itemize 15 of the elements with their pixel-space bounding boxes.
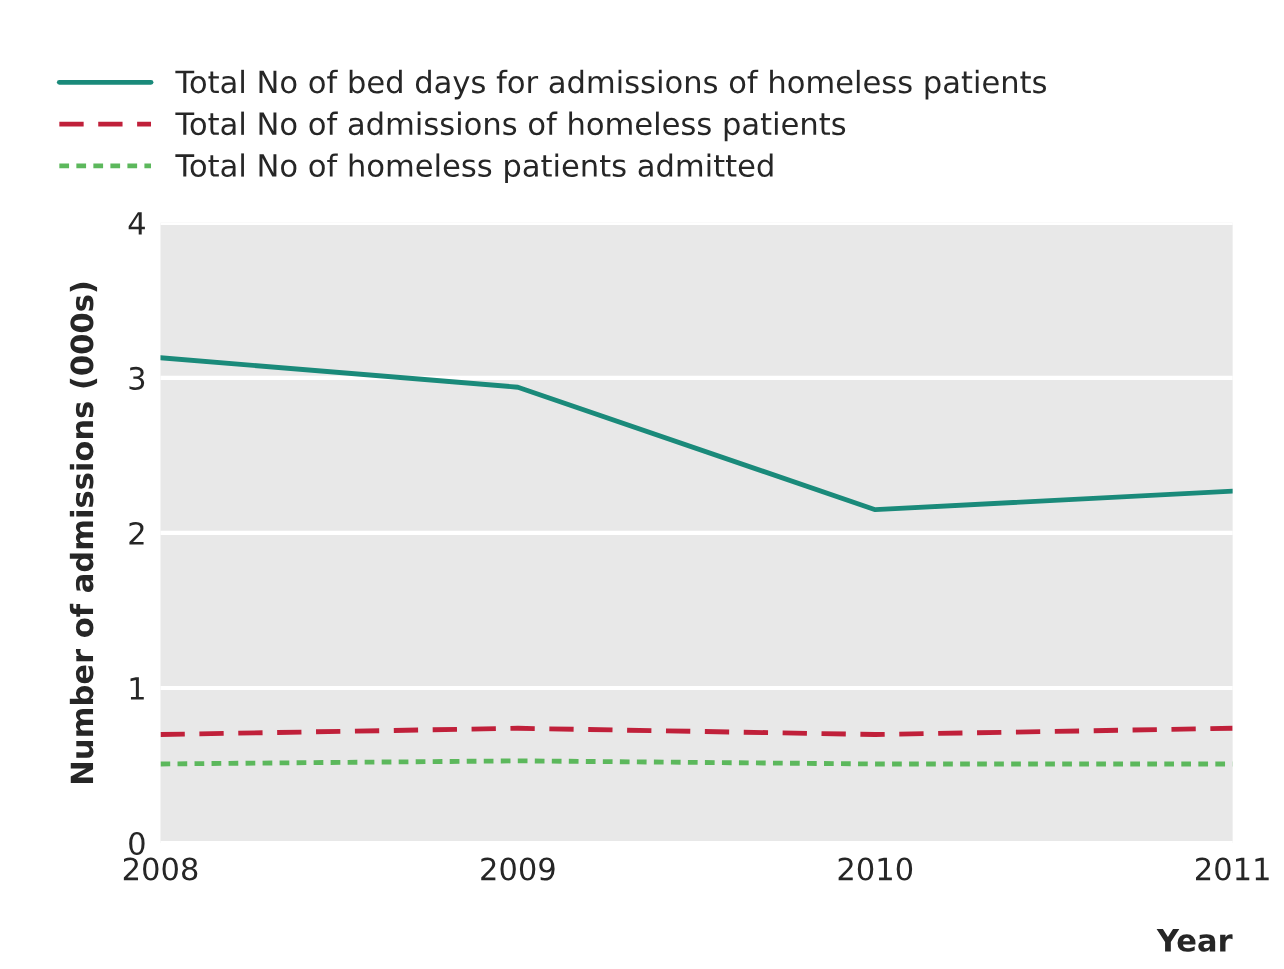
y-tick-label: 0	[129, 831, 145, 856]
x-tick-label: 2010	[838, 857, 913, 881]
legend-label: Total No of bed days for admissions of homeless patients	[175, 69, 1046, 100]
x-axis-title: Year	[1156, 929, 1233, 952]
y-axis-title: Number of admissions (000s)	[69, 282, 98, 783]
y-tick-label: 2	[129, 521, 144, 545]
y-tick-label: 4	[128, 212, 145, 235]
line-series	[160, 355, 1233, 513]
x-tick-label: 2009	[481, 857, 555, 881]
legend-label: Total No of homeless patients admitted	[175, 153, 773, 183]
x-tick-label: 2011	[1196, 857, 1269, 881]
x-tick-label: 2008	[123, 857, 198, 881]
legend-label: Total No of admissions of homeless patients	[175, 111, 846, 142]
y-tick-label: 1	[130, 677, 144, 700]
y-tick-label: 3	[129, 366, 145, 390]
